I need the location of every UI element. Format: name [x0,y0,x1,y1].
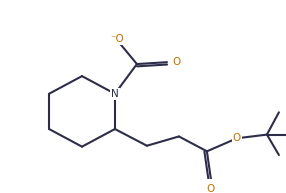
Text: ⁻O: ⁻O [110,34,124,44]
Text: O: O [233,133,241,143]
Text: O: O [207,184,215,193]
Text: N: N [111,89,119,99]
Text: O: O [172,57,180,67]
